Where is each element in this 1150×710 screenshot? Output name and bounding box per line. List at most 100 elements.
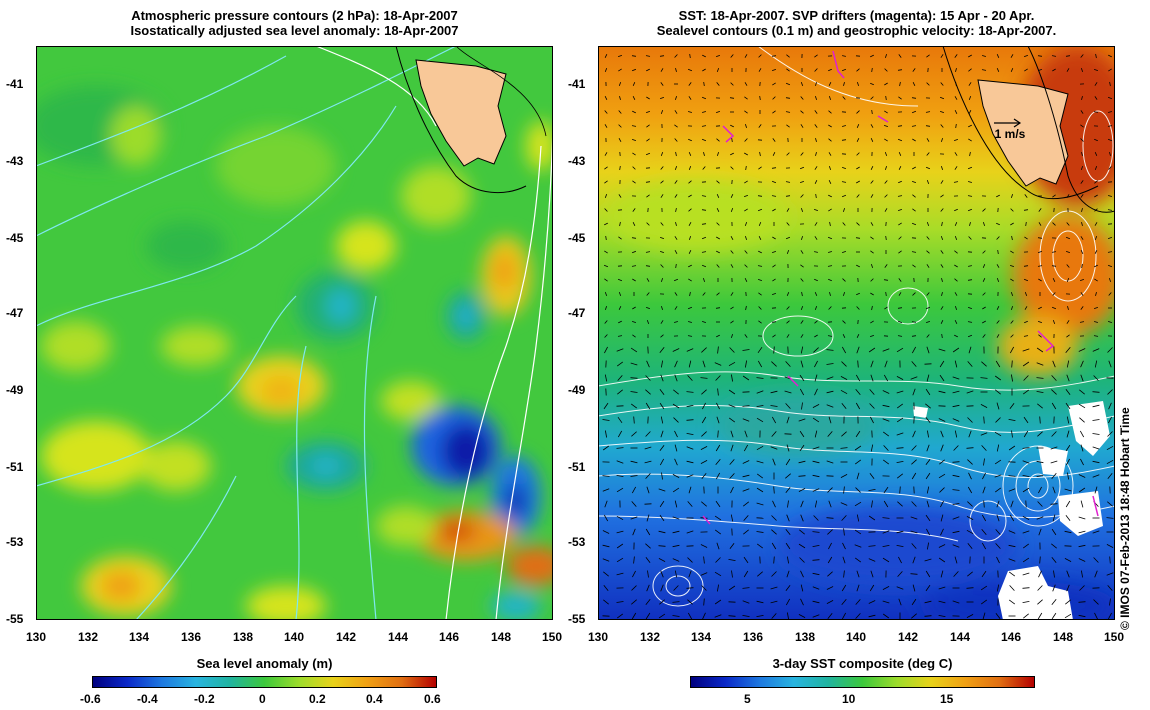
- velocity-arrow: [842, 222, 846, 226]
- velocity-arrow: [757, 265, 763, 267]
- velocity-arrow: [603, 571, 609, 577]
- velocity-arrow: [729, 542, 735, 550]
- velocity-arrow: [645, 307, 651, 309]
- velocity-arrow: [617, 335, 623, 337]
- velocity-arrow: [702, 360, 706, 368]
- left-xtick: 130: [26, 630, 47, 644]
- velocity-arrow: [898, 278, 902, 282]
- velocity-arrow: [897, 209, 903, 211]
- velocity-arrow: [926, 250, 930, 254]
- velocity-arrow: [686, 391, 694, 393]
- velocity-arrow: [730, 207, 734, 213]
- velocity-arrow: [771, 251, 777, 253]
- velocity-arrow: [911, 125, 917, 127]
- velocity-arrow: [1078, 614, 1086, 618]
- velocity-arrow: [672, 474, 680, 478]
- right-ytick: -45: [568, 231, 586, 245]
- velocity-arrow: [884, 68, 888, 72]
- velocity-arrow: [940, 430, 944, 438]
- velocity-arrow: [1094, 264, 1098, 268]
- right-xtick: 130: [588, 630, 609, 644]
- velocity-arrow: [938, 600, 946, 604]
- velocity-arrow: [1109, 81, 1111, 87]
- velocity-arrow: [717, 388, 719, 396]
- velocity-arrow: [632, 334, 636, 338]
- velocity-arrow: [1094, 360, 1098, 368]
- velocity-arrow: [674, 360, 678, 368]
- velocity-arrow: [632, 152, 636, 156]
- velocity-arrow: [1022, 487, 1030, 493]
- velocity-arrow: [717, 584, 719, 592]
- velocity-arrow: [995, 543, 1001, 549]
- velocity-arrow: [616, 572, 624, 576]
- velocity-arrow: [1011, 374, 1013, 382]
- velocity-arrow: [1065, 599, 1071, 605]
- velocity-arrow: [728, 389, 736, 395]
- velocity-arrow: [911, 251, 917, 253]
- velocity-arrow: [843, 81, 845, 87]
- velocity-arrow: [715, 472, 721, 480]
- velocity-arrow: [744, 110, 748, 114]
- velocity-arrow: [716, 416, 720, 424]
- velocity-arrow: [828, 306, 832, 310]
- velocity-arrow: [1037, 265, 1043, 267]
- velocity-arrow: [898, 152, 902, 156]
- velocity-arrow: [1080, 250, 1084, 254]
- velocity-arrow: [994, 459, 1002, 465]
- velocity-arrow: [1036, 460, 1044, 464]
- velocity-arrow: [968, 472, 972, 480]
- velocity-arrow: [770, 446, 778, 450]
- velocity-arrow: [812, 586, 820, 590]
- velocity-arrow: [855, 237, 861, 239]
- velocity-arrow: [841, 431, 847, 437]
- velocity-arrow: [1038, 306, 1042, 310]
- velocity-arrow: [871, 263, 873, 269]
- velocity-arrow: [701, 321, 707, 323]
- velocity-arrow: [618, 320, 622, 324]
- velocity-arrow: [604, 124, 608, 128]
- velocity-arrow: [731, 333, 733, 339]
- velocity-arrow: [646, 194, 650, 198]
- left-ytick: -45: [6, 231, 24, 245]
- velocity-arrow: [883, 445, 889, 451]
- velocity-arrow: [798, 475, 806, 477]
- velocity-arrow: [1107, 473, 1113, 479]
- velocity-arrow: [660, 416, 664, 424]
- velocity-arrow: [967, 208, 973, 212]
- velocity-arrow: [827, 529, 833, 535]
- velocity-arrow: [826, 404, 834, 408]
- velocity-arrow: [673, 417, 679, 423]
- velocity-arrow: [870, 166, 874, 170]
- velocity-arrow: [882, 613, 890, 619]
- velocity-arrow: [730, 166, 734, 170]
- right-ytick: -55: [568, 612, 586, 626]
- velocity-arrow: [882, 431, 890, 437]
- velocity-arrow: [841, 403, 847, 409]
- velocity-arrow: [715, 500, 721, 508]
- velocity-arrow: [1081, 67, 1083, 73]
- velocity-arrow: [884, 151, 888, 157]
- velocity-arrow: [1081, 221, 1083, 227]
- velocity-arrow: [940, 124, 944, 128]
- velocity-arrow: [911, 97, 917, 99]
- velocity-arrow: [716, 542, 720, 550]
- velocity-arrow: [912, 68, 916, 72]
- velocity-arrow: [660, 570, 664, 578]
- velocity-arrow: [1036, 377, 1044, 379]
- velocity-arrow: [1023, 335, 1029, 337]
- velocity-arrow: [688, 264, 692, 268]
- velocity-arrow: [980, 599, 988, 605]
- velocity-arrow: [1010, 208, 1014, 212]
- velocity-arrow: [1107, 347, 1113, 353]
- velocity-arrow: [954, 556, 958, 564]
- velocity-arrow: [840, 474, 848, 478]
- velocity-arrow: [644, 446, 652, 450]
- velocity-arrow: [758, 124, 762, 128]
- velocity-arrow: [814, 278, 818, 282]
- velocity-arrow: [870, 138, 874, 142]
- velocity-arrow: [800, 514, 804, 522]
- velocity-arrow: [952, 544, 960, 548]
- velocity-arrow: [1066, 416, 1070, 424]
- velocity-arrow: [617, 375, 623, 381]
- velocity-arrow: [954, 152, 958, 156]
